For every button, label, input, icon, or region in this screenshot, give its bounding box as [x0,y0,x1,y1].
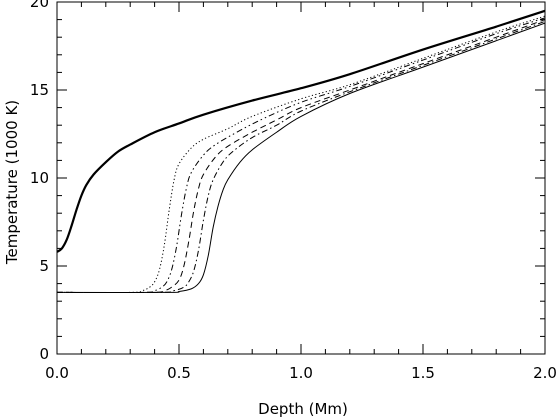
plot-frame [56,1,546,355]
x-tick-label: 1.0 [289,364,313,382]
axes: 0.0 0.5 1.0 1.5 2.0 0 5 10 15 20 [30,0,557,382]
series-line-2-dotted [57,15,545,294]
y-tick-label: 15 [30,81,49,99]
x-axis-title: Depth (Mm) [258,400,348,418]
series-line-1-solid [57,9,545,253]
series-line-6-solid [57,22,545,293]
y-tick-label: 10 [30,169,49,187]
y-tick-label: 5 [39,257,49,275]
series-line-5-dash-dot [57,20,545,294]
series-line-3-dash-dot-dot [57,17,545,294]
x-tick-label: 2.0 [533,364,557,382]
y-axis-title: Temperature (1000 K) [3,100,21,265]
y-tick-label: 0 [39,345,49,363]
x-tick-label: 0.5 [167,364,191,382]
series-group [57,9,545,294]
x-tick-label: 1.5 [411,364,435,382]
series-line-4-dashed [57,19,545,294]
y-tick-label: 20 [30,0,49,11]
plot-area [57,9,545,294]
x-tick-label: 0.0 [45,364,69,382]
